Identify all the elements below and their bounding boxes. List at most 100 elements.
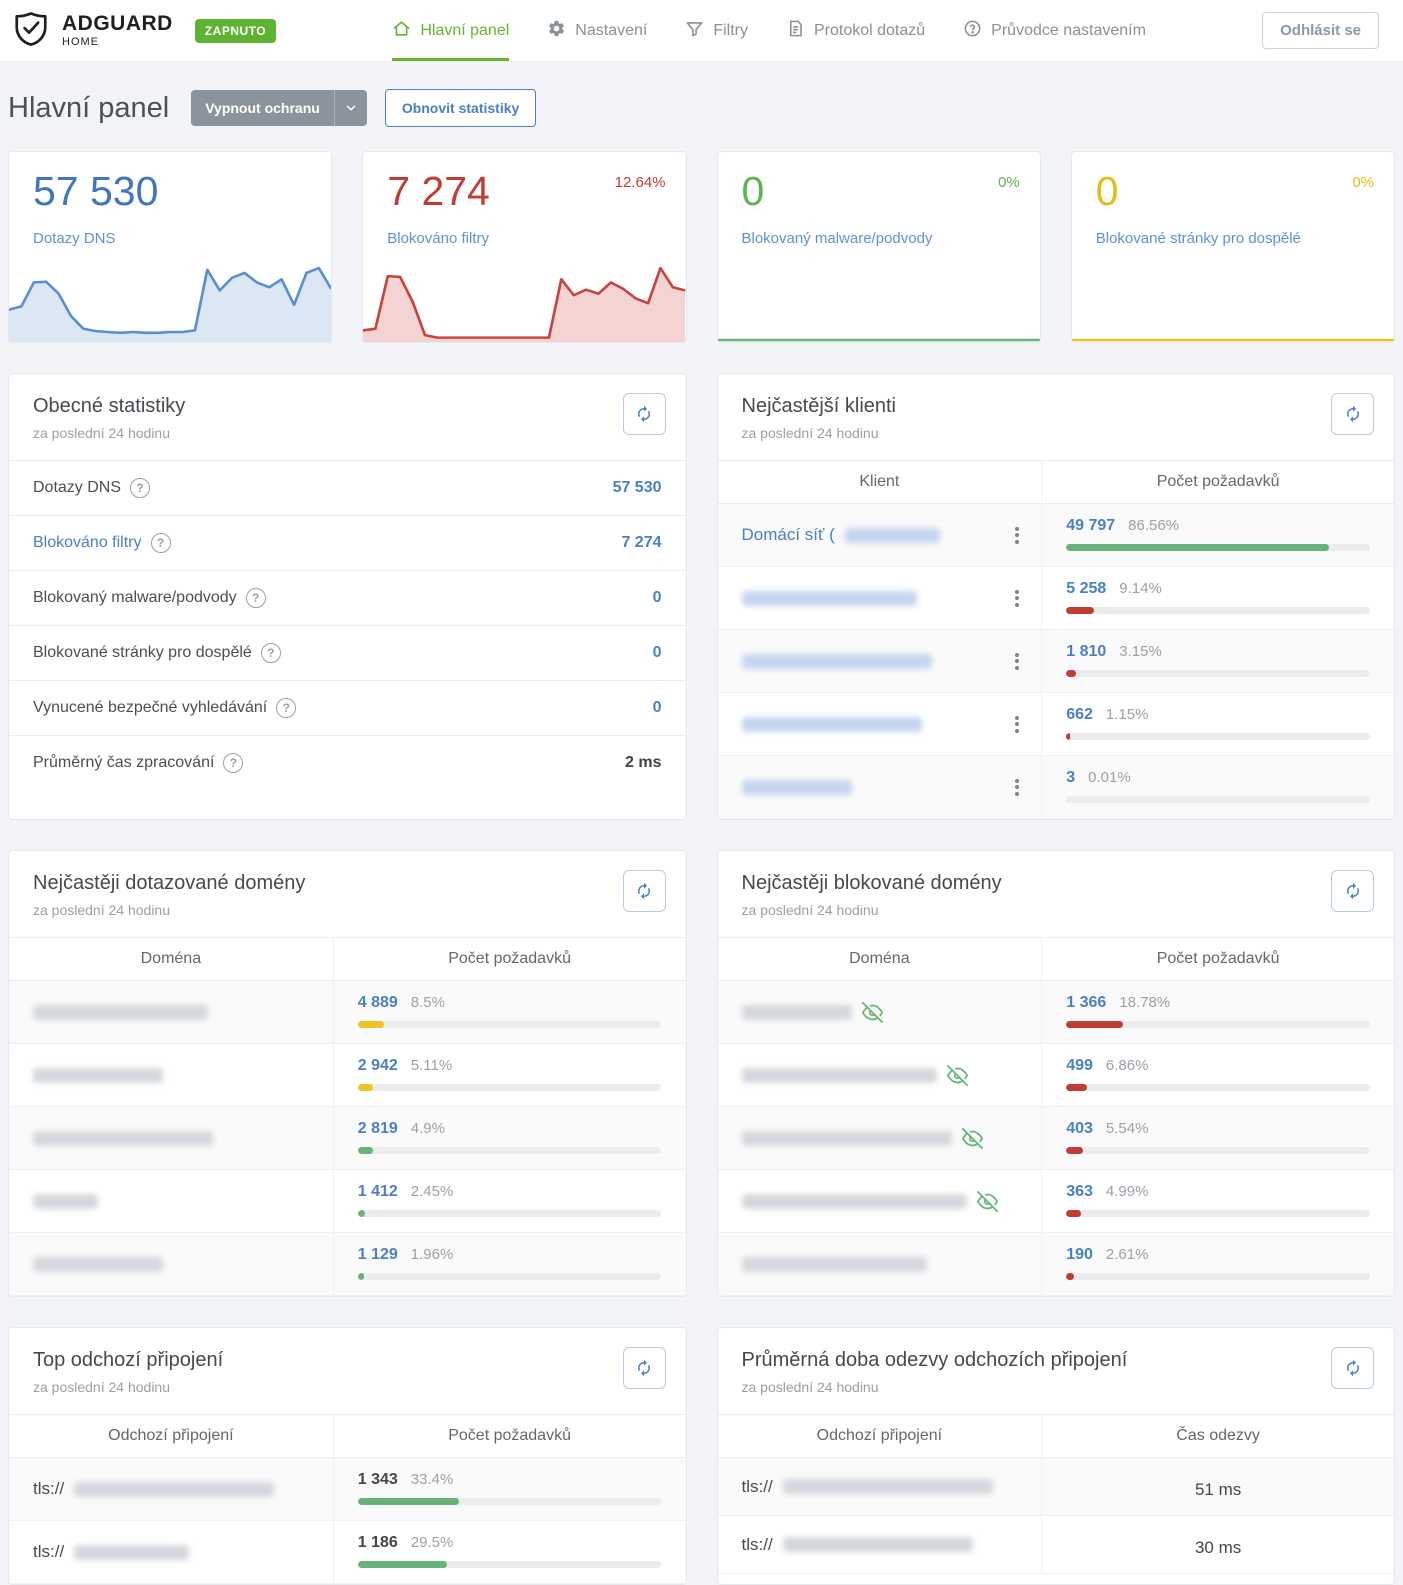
stat-label: Dotazy DNS? <box>33 478 150 498</box>
request-count: 5 258 <box>1066 580 1106 598</box>
nav-item-dashboard[interactable]: Hlavní panel <box>392 0 509 61</box>
request-count: 2 819 <box>358 1120 398 1138</box>
help-icon[interactable]: ? <box>261 643 281 663</box>
brand-title: ADGUARD <box>62 13 173 34</box>
redacted-text <box>742 591 917 606</box>
row-label-cell: tls:// <box>9 1458 334 1520</box>
disable-protection-button[interactable]: Vypnout ochranu <box>191 90 367 126</box>
panels-row-3: Top odchozí připojení za poslední 24 hod… <box>8 1327 1395 1585</box>
stat-label-text: Dotazy DNS <box>33 479 121 497</box>
row-menu-button[interactable] <box>1009 774 1025 800</box>
logout-button[interactable]: Odhlásit se <box>1262 12 1379 49</box>
refresh-button[interactable] <box>623 1347 666 1389</box>
column-header: Doména <box>9 938 334 980</box>
redacted-text <box>742 1257 927 1272</box>
card-label[interactable]: Blokované stránky pro dospělé <box>1096 230 1394 247</box>
request-percent: 5.54% <box>1106 1120 1149 1137</box>
refresh-button[interactable] <box>623 870 666 912</box>
nav-item-settings[interactable]: Nastavení <box>547 0 647 61</box>
progress-bar <box>358 1210 662 1217</box>
stat-label: Blokované stránky pro dospělé? <box>33 643 281 663</box>
row-menu-button[interactable] <box>1009 648 1025 674</box>
eye-off-icon <box>862 1002 883 1023</box>
table-row: 662 1.15% <box>718 693 1395 756</box>
request-percent: 0.01% <box>1088 769 1131 786</box>
progress-bar <box>1066 1147 1370 1154</box>
progress-bar-fill <box>1066 607 1094 614</box>
card-label[interactable]: Blokovaný malware/podvody <box>742 230 1040 247</box>
row-label: tls:// <box>33 1479 274 1499</box>
redacted-text <box>33 1005 208 1020</box>
request-percent: 1.15% <box>1106 706 1149 723</box>
help-icon[interactable]: ? <box>130 478 150 498</box>
redacted-text <box>742 780 852 795</box>
request-percent: 6.86% <box>1106 1057 1149 1074</box>
row-menu-button[interactable] <box>1009 585 1025 611</box>
refresh-button[interactable] <box>1331 870 1374 912</box>
refresh-statistics-button[interactable]: Obnovit statistiky <box>385 89 536 127</box>
panel-header: Nejčastější klienti za poslední 24 hodin… <box>718 374 1395 460</box>
redacted-text <box>783 1479 993 1494</box>
row-label-cell: tls:// <box>718 1516 1043 1573</box>
nav-item-query-log[interactable]: Protokol dotazů <box>786 0 925 61</box>
refresh-button[interactable] <box>623 393 666 435</box>
refresh-button[interactable] <box>1331 393 1374 435</box>
request-count: 662 <box>1066 706 1093 724</box>
request-percent: 86.56% <box>1128 517 1179 534</box>
help-icon[interactable]: ? <box>223 753 243 773</box>
table-row: tls://30 ms <box>718 1516 1395 1574</box>
redacted-text <box>33 1257 163 1272</box>
blocked-adult-sparkline <box>1072 332 1394 342</box>
filter-icon <box>685 19 704 43</box>
nav-label: Hlavní panel <box>420 22 509 40</box>
card-percent: 0% <box>998 174 1020 191</box>
request-percent: 5.11% <box>411 1057 452 1074</box>
progress-bar <box>1066 1273 1370 1280</box>
nav-item-filters[interactable]: Filtry <box>685 0 748 61</box>
column-header: Počet požadavků <box>1042 938 1394 980</box>
help-icon[interactable]: ? <box>246 588 266 608</box>
progress-bar <box>358 1561 662 1568</box>
brand-subtitle: HOME <box>62 37 173 48</box>
panel-title: Top odchozí připojení <box>33 1349 662 1372</box>
row-label <box>33 1131 213 1146</box>
stat-row: Blokováno filtry?7 274 <box>9 515 686 570</box>
card-label[interactable]: Blokováno filtry <box>387 230 685 247</box>
chevron-down-icon[interactable] <box>334 90 367 126</box>
request-percent: 2.45% <box>411 1183 454 1200</box>
main-content: Hlavní panel Vypnout ochranu Obnovit sta… <box>0 89 1403 1585</box>
adguard-logo[interactable]: ADGUARD HOME ZAPNUTO <box>12 0 276 61</box>
refresh-button[interactable] <box>1331 1347 1374 1389</box>
help-icon[interactable]: ? <box>151 533 171 553</box>
nav-item-setup-guide[interactable]: Průvodce nastavením <box>963 0 1146 61</box>
progress-bar-fill <box>358 1210 365 1217</box>
stat-label: Blokovaný malware/podvody? <box>33 588 266 608</box>
panel-general-statistics: Obecné statistiky za poslední 24 hodinu … <box>8 373 687 820</box>
panel-top-queried-domains: Nejčastěji dotazované domény za poslední… <box>8 850 687 1297</box>
stat-value: 0 <box>653 589 662 607</box>
request-percent: 1.96% <box>411 1246 454 1263</box>
stat-label-text: Průměrný čas zpracování <box>33 754 214 772</box>
row-label-cell: tls:// <box>9 1521 334 1583</box>
panel-top-blocked-domains: Nejčastěji blokované domény za poslední … <box>717 850 1396 1297</box>
column-header: Počet požadavků <box>334 938 686 980</box>
row-menu-button[interactable] <box>1009 711 1025 737</box>
eye-off-icon <box>947 1065 968 1086</box>
row-label-cell <box>9 1233 334 1295</box>
card-value: 0 <box>1096 168 1394 215</box>
help-icon[interactable]: ? <box>276 698 296 718</box>
row-menu-button[interactable] <box>1009 522 1025 548</box>
card-label[interactable]: Dotazy DNS <box>33 230 331 247</box>
